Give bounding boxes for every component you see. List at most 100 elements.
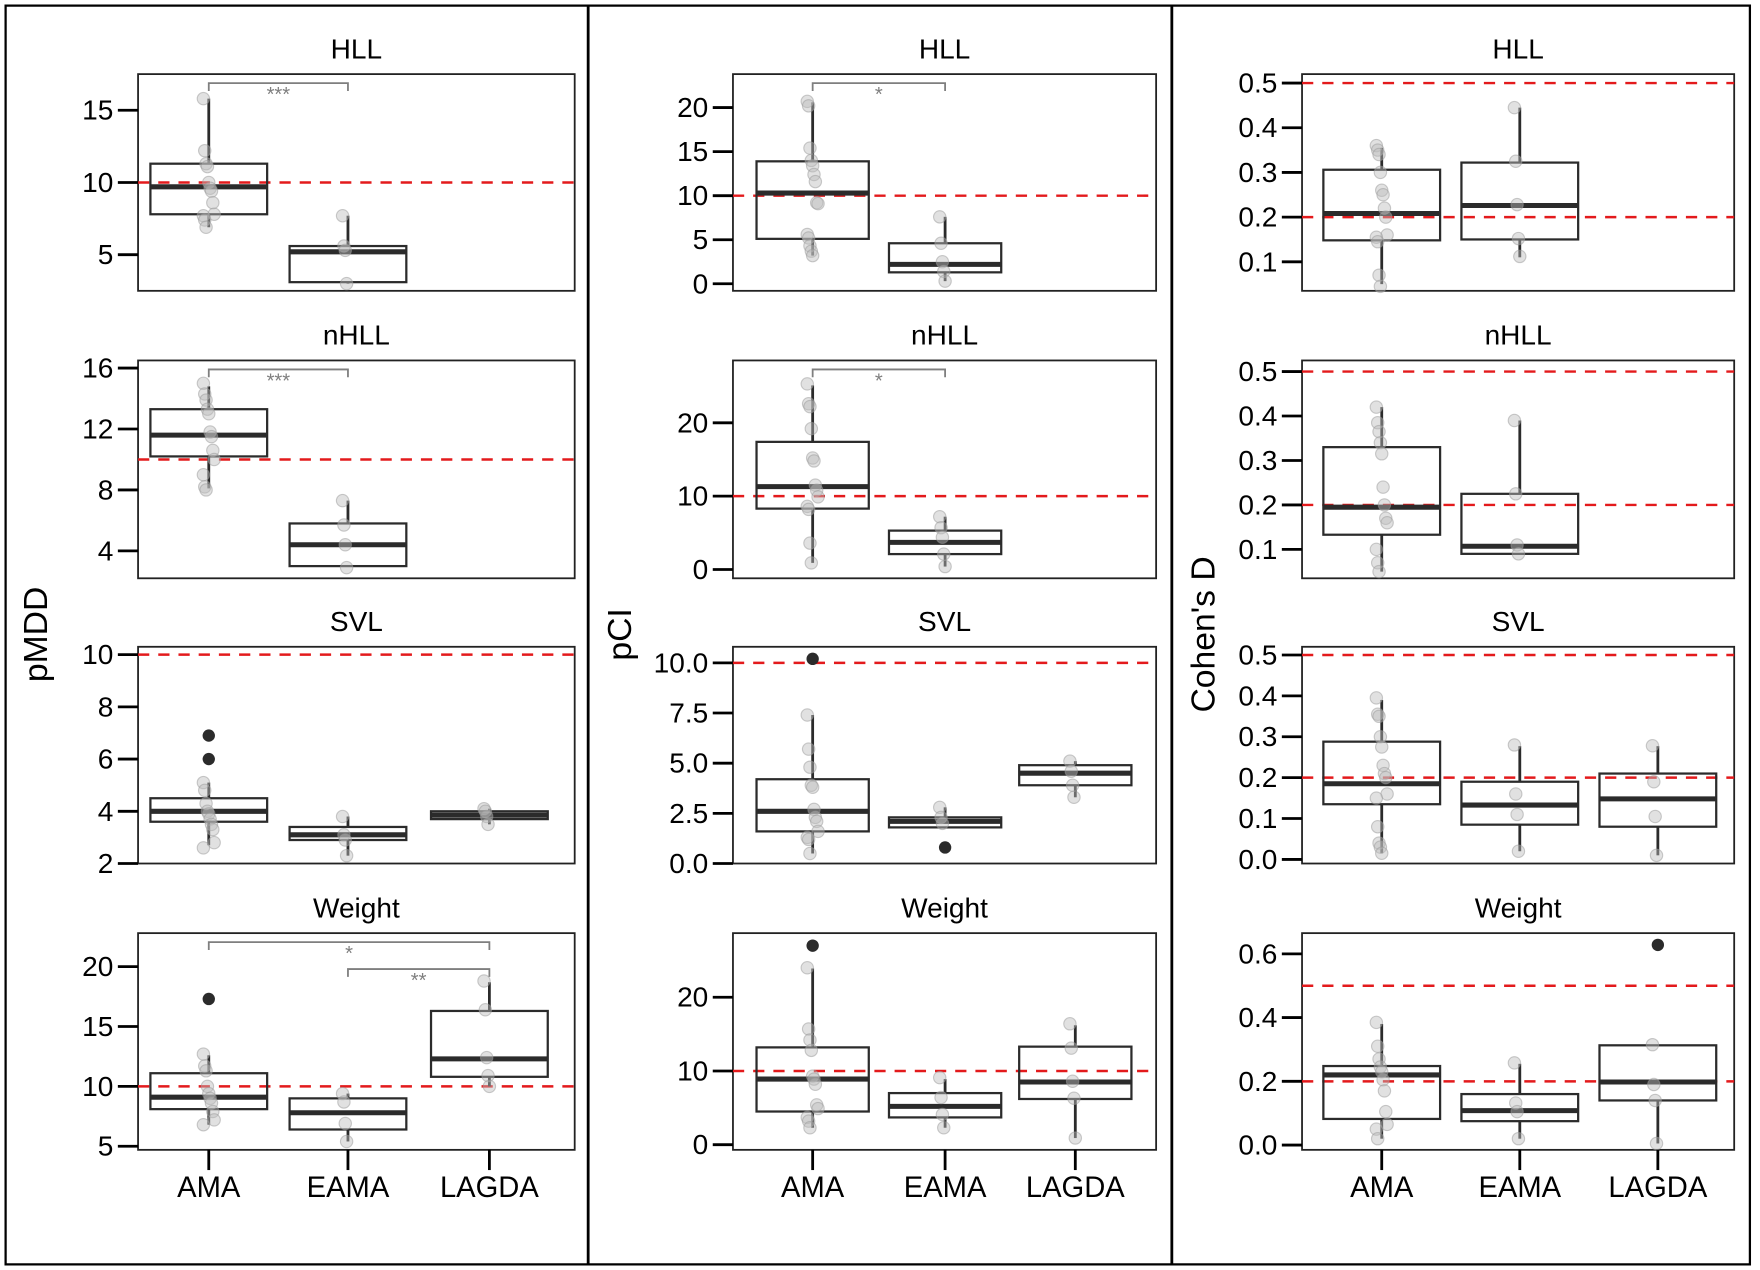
data-point [1509, 487, 1523, 501]
bracket-line [207, 941, 491, 950]
y-tick-label: 2 [98, 848, 114, 879]
plot-frame [1301, 73, 1736, 292]
panel-weight: Weight 0 10 20 AMA EAMA LAGDA [677, 892, 1158, 1204]
data-point [199, 483, 213, 497]
box-eama [288, 493, 408, 575]
data-point [801, 1022, 816, 1036]
data-point [1379, 770, 1393, 785]
plot-frame [137, 645, 576, 865]
box-eama [288, 1086, 408, 1149]
y-tick-label: 0 [693, 268, 709, 299]
plot-frame [732, 359, 1158, 580]
y-tick-label: 4 [98, 796, 114, 827]
bracket-line [811, 368, 946, 378]
data-point [803, 1120, 817, 1135]
data-point [338, 833, 353, 847]
plot-frame [137, 359, 576, 580]
data-point [811, 490, 825, 504]
significance-label: *** [267, 84, 291, 106]
data-point [207, 452, 221, 467]
y-tick-label: 0.2 [1238, 762, 1277, 793]
x-tick-label: EAMA [307, 1172, 390, 1204]
y-tick-label: 0 [693, 1129, 709, 1160]
plot-frame [1301, 932, 1736, 1151]
data-point [1373, 279, 1388, 294]
x-tick-label: EAMA [1478, 1172, 1561, 1204]
data-point [1645, 1037, 1660, 1052]
data-point [1369, 542, 1384, 557]
x-tick-label: AMA [177, 1172, 241, 1204]
data-point [1063, 1017, 1077, 1031]
data-point [338, 243, 353, 258]
data-point [1372, 424, 1386, 439]
y-tick-label: 0.6 [1238, 938, 1277, 969]
data-point [1373, 1060, 1388, 1074]
box-iqr [1018, 1045, 1133, 1101]
box-ama [1322, 400, 1442, 579]
significance-label: ** [411, 970, 427, 992]
y-tick-label: 10 [677, 1055, 708, 1086]
data-point [808, 174, 823, 189]
x-tick-label: LAGDA [440, 1172, 539, 1204]
plot-frame [1301, 645, 1736, 865]
box-lagda [1598, 739, 1718, 863]
box-eama [1460, 738, 1580, 858]
data-point [339, 848, 354, 863]
y-tick-label: 0.4 [1238, 112, 1277, 143]
chart-column-2: HLL0.10.20.30.40.5nHLL0.10.20.30.40.5SVL… [1238, 33, 1736, 1204]
data-point [937, 547, 951, 561]
y-axis-title: Cohen's D [1185, 556, 1222, 712]
data-point [803, 141, 817, 155]
data-point [811, 824, 825, 839]
data-point [479, 1050, 494, 1065]
data-point [339, 1134, 354, 1149]
y-tick-label: 6 [98, 744, 114, 775]
box-ama [1322, 691, 1442, 861]
data-point [1513, 249, 1527, 264]
y-tick-label: 8 [98, 474, 114, 505]
data-point [206, 1104, 220, 1119]
data-point [1511, 844, 1526, 858]
y-tick-label: 8 [98, 691, 114, 722]
data-point [202, 407, 216, 421]
data-point [1373, 435, 1388, 450]
data-point [1649, 848, 1664, 863]
y-tick-label: 10 [82, 167, 113, 198]
data-point [339, 560, 354, 575]
data-point [938, 559, 952, 574]
data-point [335, 809, 350, 824]
data-point [804, 556, 819, 570]
data-point [1510, 807, 1524, 822]
y-tick-label: 15 [677, 136, 708, 167]
box-lagda [1018, 754, 1133, 805]
data-point [1376, 1072, 1390, 1087]
y-tick-label: 5.0 [669, 748, 708, 779]
data-point [805, 780, 820, 794]
data-point [1507, 100, 1522, 115]
y-tick-label: 4 [98, 535, 114, 566]
data-point [1373, 730, 1388, 744]
data-point [805, 248, 820, 263]
y-tick-label: 0.5 [1238, 356, 1277, 387]
y-tick-label: 16 [82, 353, 113, 384]
data-point [197, 783, 212, 798]
data-point [800, 961, 815, 975]
plot-frame [137, 932, 576, 1151]
data-point [804, 1043, 819, 1058]
panel-title: HLL [1492, 33, 1543, 64]
y-tick-label: 0.0 [1238, 844, 1277, 875]
data-point [1645, 739, 1660, 753]
data-point [1507, 413, 1522, 428]
data-point [803, 1033, 817, 1047]
y-axis-title: pMDD [18, 587, 55, 682]
data-point [803, 846, 817, 861]
panel-svl: SVL 0.0 2.5 5.0 7.5 10.0 [654, 606, 1158, 879]
x-tick-label: AMA [1350, 1172, 1414, 1204]
data-point [478, 804, 493, 819]
y-tick-label: 12 [82, 413, 113, 444]
data-point [932, 210, 947, 224]
y-tick-label: 5 [98, 239, 114, 270]
y-axis-title: pCI [602, 608, 639, 660]
